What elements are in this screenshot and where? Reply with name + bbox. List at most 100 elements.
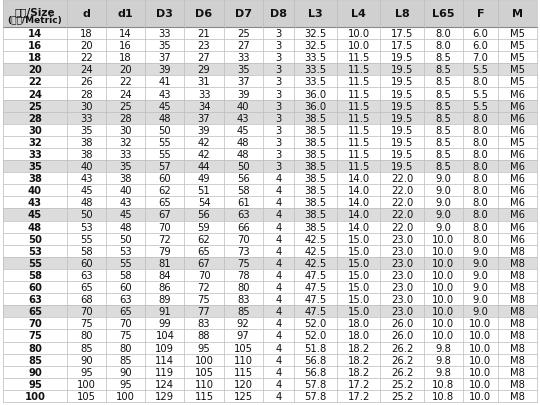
Text: 4: 4 [275, 246, 281, 256]
Text: 83: 83 [237, 294, 249, 305]
Text: 14.0: 14.0 [348, 174, 370, 184]
Bar [3, 113, 537, 124]
Text: 5.5: 5.5 [472, 101, 488, 111]
Text: 23.0: 23.0 [391, 307, 413, 316]
Text: M8: M8 [510, 270, 525, 280]
Text: 78: 78 [237, 270, 249, 280]
Text: 33.5: 33.5 [305, 53, 326, 63]
Text: 19.5: 19.5 [391, 138, 413, 147]
Text: 16: 16 [119, 41, 132, 51]
Text: M6: M6 [510, 149, 525, 160]
Text: 3: 3 [275, 113, 281, 124]
Text: M6: M6 [510, 186, 525, 196]
Bar [3, 354, 537, 366]
Text: 11.5: 11.5 [347, 162, 370, 172]
Text: 8.0: 8.0 [472, 162, 488, 172]
Text: 115: 115 [194, 391, 214, 401]
Bar [3, 197, 537, 209]
Text: 8.0: 8.0 [472, 186, 488, 196]
Text: 4: 4 [275, 186, 281, 196]
Text: 26: 26 [80, 77, 93, 87]
Text: 20: 20 [80, 41, 93, 51]
Text: 3: 3 [275, 41, 281, 51]
Text: 95: 95 [198, 343, 211, 353]
Text: 26.2: 26.2 [391, 367, 413, 377]
Text: 75: 75 [237, 258, 249, 268]
Bar [3, 64, 537, 76]
Text: 49: 49 [198, 174, 211, 184]
Text: 26.2: 26.2 [391, 355, 413, 365]
Text: 75: 75 [198, 294, 211, 305]
Text: 9.0: 9.0 [472, 282, 488, 292]
Text: 129: 129 [156, 391, 174, 401]
Text: 34: 34 [198, 101, 210, 111]
Text: 11.5: 11.5 [347, 138, 370, 147]
Text: M8: M8 [510, 391, 525, 401]
Text: 57.8: 57.8 [304, 391, 327, 401]
Text: 90: 90 [119, 367, 132, 377]
Text: 10.0: 10.0 [432, 234, 454, 244]
Text: 4: 4 [275, 307, 281, 316]
Text: 43: 43 [237, 113, 249, 124]
Text: 21: 21 [198, 29, 211, 39]
Text: 62: 62 [158, 186, 171, 196]
Text: 16: 16 [28, 41, 42, 51]
Bar [3, 0, 537, 28]
Text: 57.8: 57.8 [304, 379, 327, 389]
Text: 18: 18 [119, 53, 132, 63]
Text: 26.0: 26.0 [391, 319, 413, 328]
Text: 53: 53 [28, 246, 42, 256]
Text: 120: 120 [234, 379, 253, 389]
Text: 4: 4 [275, 294, 281, 305]
Text: 规格/Size: 规格/Size [15, 7, 55, 17]
Text: 22: 22 [80, 53, 93, 63]
Text: 24: 24 [28, 90, 42, 99]
Text: 70: 70 [28, 319, 42, 328]
Text: 51: 51 [198, 186, 211, 196]
Text: 40: 40 [28, 186, 42, 196]
Text: 100: 100 [194, 355, 213, 365]
Text: 65: 65 [198, 246, 211, 256]
Text: M6: M6 [510, 162, 525, 172]
Text: 4: 4 [275, 343, 281, 353]
Text: 73: 73 [237, 246, 249, 256]
Text: 70: 70 [237, 234, 249, 244]
Text: 40: 40 [119, 186, 132, 196]
Text: 119: 119 [156, 367, 174, 377]
Text: 88: 88 [198, 330, 210, 341]
Text: 67: 67 [158, 210, 171, 220]
Bar [3, 281, 537, 293]
Text: 100: 100 [77, 379, 96, 389]
Text: 80: 80 [80, 330, 93, 341]
Text: 4: 4 [275, 174, 281, 184]
Text: 18: 18 [80, 29, 93, 39]
Text: 37: 37 [237, 77, 249, 87]
Text: d: d [83, 9, 90, 19]
Text: 33: 33 [28, 149, 42, 160]
Text: 95: 95 [80, 367, 93, 377]
Text: 24: 24 [119, 90, 132, 99]
Text: 4: 4 [275, 330, 281, 341]
Text: 10.0: 10.0 [469, 343, 491, 353]
Text: 3: 3 [275, 101, 281, 111]
Text: 8.5: 8.5 [435, 113, 451, 124]
Text: 58: 58 [237, 186, 249, 196]
Text: 11.5: 11.5 [347, 77, 370, 87]
Text: 10.0: 10.0 [469, 355, 491, 365]
Text: 3: 3 [275, 90, 281, 99]
Text: 10.8: 10.8 [432, 379, 454, 389]
Text: 3: 3 [275, 126, 281, 136]
Text: 45: 45 [119, 210, 132, 220]
Text: 10.0: 10.0 [348, 29, 370, 39]
Bar [3, 185, 537, 197]
Text: 33: 33 [159, 29, 171, 39]
Text: 27: 27 [237, 41, 249, 51]
Text: 62: 62 [198, 234, 211, 244]
Text: 10.0: 10.0 [432, 246, 454, 256]
Text: 10.0: 10.0 [469, 330, 491, 341]
Text: 43: 43 [159, 90, 171, 99]
Text: 70: 70 [198, 270, 211, 280]
Text: 8.0: 8.0 [472, 149, 488, 160]
Text: 22.0: 22.0 [391, 210, 413, 220]
Text: 37: 37 [198, 113, 211, 124]
